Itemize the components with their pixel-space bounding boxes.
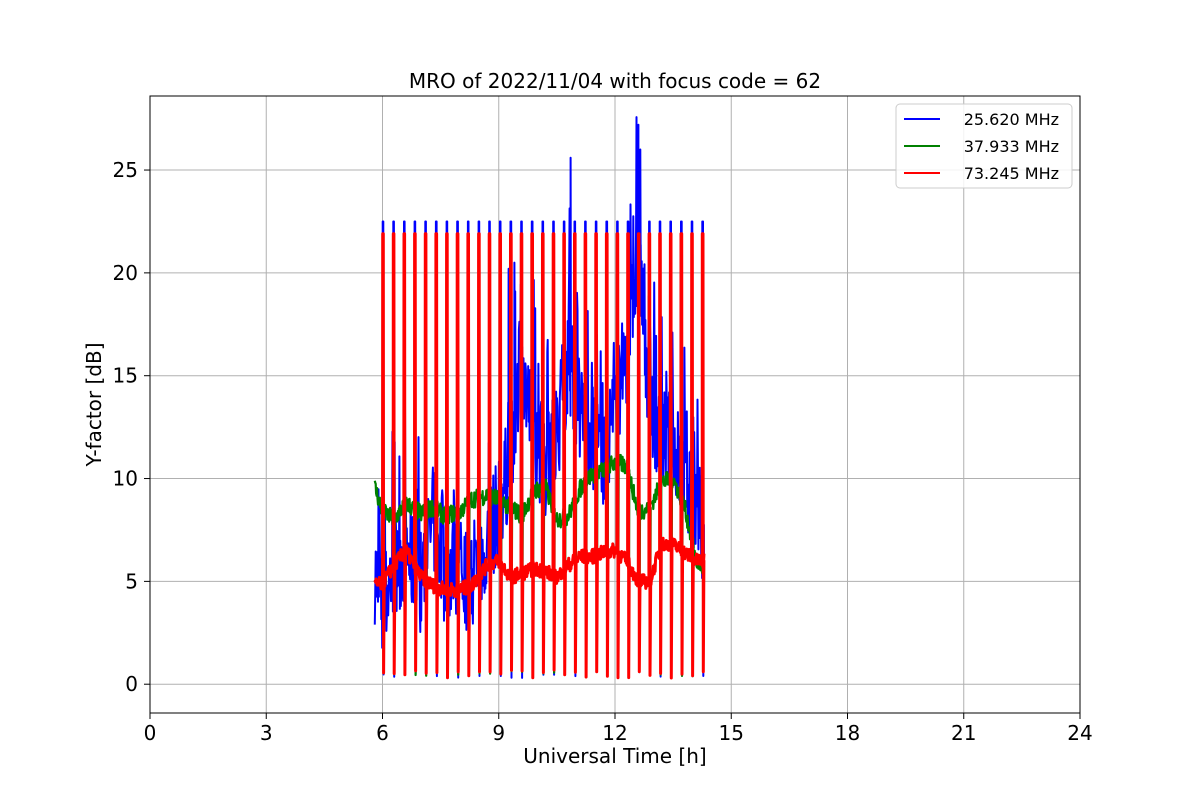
x-tick-label: 6 [376,721,389,745]
y-tick-label: 0 [125,672,138,696]
chart-title: MRO of 2022/11/04 with focus code = 62 [409,69,821,93]
y-tick-label: 25 [113,158,138,182]
x-axis-label: Universal Time [h] [523,744,706,768]
x-tick-label: 9 [492,721,505,745]
plot-series [373,116,706,680]
y-axis-ticks: 0 5 10 15 20 25 [113,158,150,696]
legend: 25.620 MHz 37.933 MHz 73.245 MHz [895,103,1073,189]
x-axis-ticks: 0 3 6 9 12 15 18 21 24 [144,713,1093,745]
y-tick-label: 10 [113,467,138,491]
legend-label: 37.933 MHz [964,137,1059,156]
x-tick-label: 12 [602,721,627,745]
series-line [373,232,706,680]
x-tick-label: 24 [1067,721,1092,745]
x-tick-label: 21 [951,721,976,745]
legend-box [895,103,1073,189]
y-axis-label: Y-factor [dB] [82,342,106,467]
x-tick-label: 3 [260,721,273,745]
y-tick-label: 20 [113,261,138,285]
x-tick-label: 18 [835,721,860,745]
x-tick-label: 0 [144,721,157,745]
legend-label: 25.620 MHz [964,110,1059,129]
grid [149,96,1081,713]
y-tick-label: 15 [113,364,138,388]
legend-label: 73.245 MHz [964,164,1059,183]
y-tick-label: 5 [125,569,138,593]
x-tick-label: 15 [719,721,744,745]
